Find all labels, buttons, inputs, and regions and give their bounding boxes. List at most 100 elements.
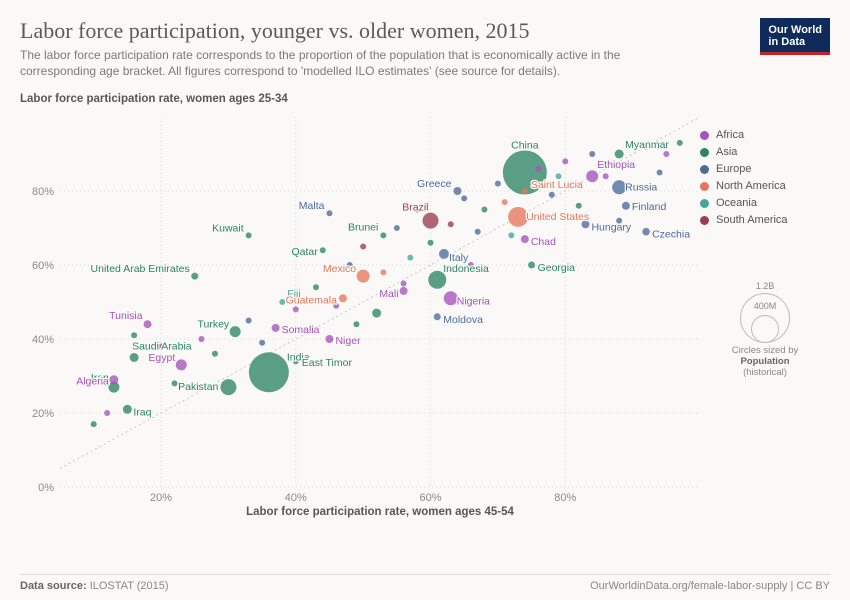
data-point[interactable] bbox=[657, 170, 663, 176]
data-point[interactable] bbox=[259, 340, 265, 346]
data-point[interactable] bbox=[176, 360, 187, 371]
data-label: United Arab Emirates bbox=[91, 263, 190, 275]
data-point[interactable] bbox=[677, 140, 683, 146]
data-point[interactable] bbox=[380, 270, 386, 276]
data-label: Myanmar bbox=[625, 139, 669, 151]
legend-item-south-america[interactable]: South America bbox=[700, 214, 830, 226]
data-label: East Timor bbox=[302, 358, 353, 370]
data-point[interactable] bbox=[191, 273, 198, 280]
data-point[interactable] bbox=[357, 270, 370, 283]
data-point[interactable] bbox=[589, 151, 595, 157]
data-point[interactable] bbox=[475, 229, 481, 235]
page-title: Labor force participation, younger vs. o… bbox=[20, 18, 830, 44]
data-label: Hungary bbox=[591, 222, 631, 234]
data-point[interactable] bbox=[444, 292, 458, 306]
data-point[interactable] bbox=[313, 285, 319, 291]
data-point[interactable] bbox=[172, 381, 178, 387]
data-label: Niger bbox=[335, 335, 361, 347]
data-point[interactable] bbox=[130, 353, 139, 362]
footer-source: Data source: ILOSTAT (2015) bbox=[20, 580, 169, 592]
data-point[interactable] bbox=[144, 321, 152, 329]
data-point[interactable] bbox=[123, 405, 132, 414]
legend-swatch bbox=[700, 216, 709, 225]
data-point[interactable] bbox=[508, 233, 514, 239]
data-point[interactable] bbox=[423, 213, 439, 229]
data-point[interactable] bbox=[448, 222, 454, 228]
data-point[interactable] bbox=[360, 244, 366, 250]
data-point[interactable] bbox=[246, 233, 252, 239]
data-point[interactable] bbox=[428, 240, 434, 246]
data-label: Somalia bbox=[282, 324, 320, 336]
data-point[interactable] bbox=[380, 233, 386, 239]
data-point[interactable] bbox=[220, 379, 236, 395]
data-point[interactable] bbox=[562, 159, 568, 165]
data-point[interactable] bbox=[246, 318, 252, 324]
data-point[interactable] bbox=[502, 199, 508, 205]
data-point[interactable] bbox=[320, 248, 326, 254]
size-legend-caption3: (historical) bbox=[710, 367, 820, 378]
data-point[interactable] bbox=[521, 235, 529, 243]
data-point[interactable] bbox=[453, 187, 461, 195]
data-point[interactable] bbox=[481, 207, 487, 213]
data-point[interactable] bbox=[407, 255, 413, 261]
data-point[interactable] bbox=[439, 249, 449, 259]
data-point[interactable] bbox=[279, 299, 285, 305]
data-point[interactable] bbox=[535, 166, 541, 172]
data-point[interactable] bbox=[326, 211, 332, 217]
data-point[interactable] bbox=[528, 262, 535, 269]
svg-text:60%: 60% bbox=[32, 260, 54, 272]
footer-right: OurWorldinData.org/female-labor-supply |… bbox=[590, 580, 830, 592]
data-point[interactable] bbox=[293, 307, 299, 313]
data-label: Brunei bbox=[348, 222, 378, 234]
data-point[interactable] bbox=[400, 287, 408, 295]
svg-text:0%: 0% bbox=[38, 482, 54, 494]
data-label: Guatemala bbox=[286, 295, 338, 307]
data-point[interactable] bbox=[461, 196, 467, 202]
data-point[interactable] bbox=[612, 181, 626, 195]
data-point[interactable] bbox=[576, 203, 582, 209]
data-point[interactable] bbox=[109, 376, 118, 385]
data-point[interactable] bbox=[622, 202, 630, 210]
legend-label: South America bbox=[716, 214, 788, 226]
data-point[interactable] bbox=[91, 421, 97, 427]
data-label: Indonesia bbox=[443, 263, 489, 275]
data-point[interactable] bbox=[401, 281, 407, 287]
legend-item-north-america[interactable]: North America bbox=[700, 180, 830, 192]
legend-item-europe[interactable]: Europe bbox=[700, 163, 830, 175]
data-label: Russia bbox=[625, 182, 657, 194]
data-point[interactable] bbox=[230, 326, 241, 337]
legend-item-asia[interactable]: Asia bbox=[700, 146, 830, 158]
data-point[interactable] bbox=[603, 174, 609, 180]
data-point[interactable] bbox=[586, 171, 598, 183]
data-point[interactable] bbox=[372, 309, 381, 318]
data-point[interactable] bbox=[104, 410, 110, 416]
data-point[interactable] bbox=[522, 188, 528, 194]
data-point[interactable] bbox=[508, 207, 528, 227]
data-point[interactable] bbox=[272, 324, 280, 332]
legend-label: Asia bbox=[716, 146, 737, 158]
chart-container: Labor force participation rate, women ag… bbox=[20, 93, 830, 563]
data-point[interactable] bbox=[198, 336, 204, 342]
data-point[interactable] bbox=[131, 333, 137, 339]
data-point[interactable] bbox=[495, 181, 501, 187]
data-point[interactable] bbox=[249, 353, 289, 393]
svg-text:Labor force participation rate: Labor force participation rate, women ag… bbox=[246, 506, 514, 518]
footer-source-value: ILOSTAT (2015) bbox=[90, 580, 169, 592]
page-subtitle: The labor force participation rate corre… bbox=[20, 47, 660, 79]
data-label: China bbox=[511, 140, 539, 152]
data-point[interactable] bbox=[339, 295, 347, 303]
data-point[interactable] bbox=[325, 335, 333, 343]
legend-label: North America bbox=[716, 180, 786, 192]
data-point[interactable] bbox=[549, 192, 555, 198]
data-label: Mali bbox=[379, 288, 398, 300]
data-point[interactable] bbox=[642, 228, 650, 236]
data-point[interactable] bbox=[434, 314, 441, 321]
data-point[interactable] bbox=[663, 151, 669, 157]
svg-text:40%: 40% bbox=[285, 492, 307, 504]
data-point[interactable] bbox=[394, 225, 400, 231]
legend-item-africa[interactable]: Africa bbox=[700, 129, 830, 141]
legend-item-oceania[interactable]: Oceania bbox=[700, 197, 830, 209]
data-point[interactable] bbox=[353, 322, 359, 328]
data-point[interactable] bbox=[212, 351, 218, 357]
data-point[interactable] bbox=[615, 150, 624, 159]
